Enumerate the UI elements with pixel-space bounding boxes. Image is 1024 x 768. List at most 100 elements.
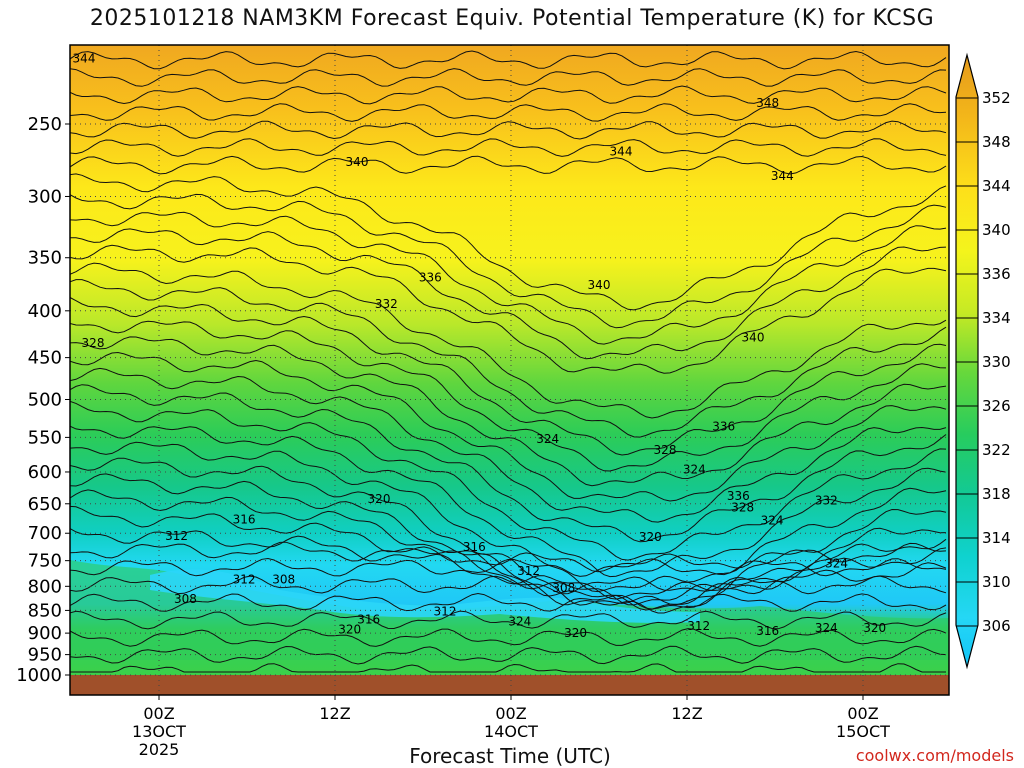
contour-label: 320 <box>639 530 662 544</box>
contour-label: 340 <box>588 278 611 292</box>
x-tick-label: 15OCT <box>836 722 890 741</box>
x-tick-label: 12Z <box>671 704 702 723</box>
x-tick-label: 00Z <box>847 704 878 723</box>
contour-label: 312 <box>165 529 188 543</box>
contour-line <box>70 336 947 487</box>
contour-line <box>70 384 947 543</box>
gridlines <box>70 45 949 695</box>
chart-title: 2025101218 NAM3KM Forecast Equiv. Potent… <box>89 6 935 31</box>
contour-label-text: 332 <box>815 494 838 508</box>
contour-label-text: 312 <box>165 529 188 543</box>
y-tick-label: 950 <box>28 645 62 666</box>
contour-line <box>70 85 947 105</box>
contour-line <box>70 211 947 345</box>
contour-line <box>70 138 947 157</box>
contour-line <box>70 645 947 665</box>
y-tick-label: 650 <box>28 494 62 515</box>
contour-line <box>70 279 947 438</box>
contour-label-text: 320 <box>863 621 886 635</box>
plot-frame <box>69 44 950 696</box>
contour-label: 320 <box>564 626 587 640</box>
y-tick-label: 450 <box>28 348 62 369</box>
contour-label-text: 332 <box>375 297 398 311</box>
contour-lines <box>70 50 947 673</box>
contour-label: 324 <box>683 462 706 476</box>
contour-label-text: 336 <box>727 489 750 503</box>
contour-label: 328 <box>82 336 105 350</box>
contour-label: 316 <box>357 613 380 627</box>
x-tick-label: 14OCT <box>484 722 538 741</box>
contour-label: 332 <box>375 297 398 311</box>
colorbar-label: 318 <box>982 485 1011 503</box>
contour-label-text: 344 <box>771 169 794 183</box>
contour-label: 308 <box>272 572 295 586</box>
theta-e-field <box>70 45 949 695</box>
contour-label-text: 344 <box>73 51 96 65</box>
contour-label: 336 <box>419 271 442 285</box>
contour-line <box>70 473 947 614</box>
contour-line <box>70 663 946 673</box>
x-tick-label: 00Z <box>495 704 526 723</box>
y-tick-label: 350 <box>28 248 62 269</box>
contour-line <box>70 68 947 87</box>
contour-label: 324 <box>761 514 784 528</box>
colorbar-label: 348 <box>982 133 1011 151</box>
contour-label-text: 320 <box>368 492 391 506</box>
contour-label: 316 <box>233 512 256 526</box>
contour-line <box>70 441 947 593</box>
contour-label-text: 340 <box>742 331 765 345</box>
contour-line <box>70 528 947 600</box>
contour-line <box>70 489 947 611</box>
contour-line <box>70 575 947 595</box>
contour-line <box>70 120 947 140</box>
x-tick-label: 2025 <box>139 740 180 759</box>
colorbar-label: 330 <box>982 353 1011 371</box>
contour-line <box>70 425 947 578</box>
y-tick-label: 900 <box>28 623 62 644</box>
contour-label: 336 <box>727 489 750 503</box>
contour-line <box>70 400 947 561</box>
contour-line <box>70 541 947 573</box>
contour-label: 332 <box>815 494 838 508</box>
contour-line <box>70 297 947 456</box>
contour-line <box>70 592 947 612</box>
contour-line <box>70 262 947 419</box>
contour-line <box>70 228 947 360</box>
contour-label-text: 324 <box>683 462 706 476</box>
y-tick-label: 700 <box>28 523 62 544</box>
y-tick-label: 800 <box>28 576 62 597</box>
contour-label-text: 348 <box>756 96 779 110</box>
contour-label-text: 316 <box>233 512 256 526</box>
contour-label-text: 320 <box>564 626 587 640</box>
cold-pool <box>150 569 700 623</box>
contour-label-text: 316 <box>463 540 486 554</box>
contour-label: 320 <box>368 492 391 506</box>
x-tick-label: 13OCT <box>132 722 186 741</box>
contour-label: 348 <box>756 96 779 110</box>
contour-label: 340 <box>742 331 765 345</box>
y-tick-label: 850 <box>28 600 62 621</box>
colorbar-label: 310 <box>982 573 1011 591</box>
contour-label: 344 <box>610 145 633 159</box>
contour-label: 312 <box>517 564 540 578</box>
contour-labels: 3443483443403443363403323403283363243283… <box>73 51 887 640</box>
colorbar-label: 314 <box>982 529 1011 547</box>
contour-line <box>70 244 947 374</box>
contour-line <box>70 367 947 523</box>
contour-label-text: 328 <box>654 443 677 457</box>
x-tick-label: 12Z <box>319 704 350 723</box>
colorbar-label: 322 <box>982 441 1011 459</box>
contour-label-text: 320 <box>639 530 662 544</box>
colorbar: 352 348 344 340 336 334 330 326 322 318 314 310 306 <box>955 52 1011 670</box>
contour-label: 316 <box>463 540 486 554</box>
contour-label: 344 <box>73 51 96 65</box>
y-tick-label: 600 <box>28 462 62 483</box>
colorbar-label: 352 <box>982 89 1011 107</box>
contour-label: 324 <box>536 432 559 446</box>
contour-label-text: 324 <box>761 514 784 528</box>
contour-label: 312 <box>434 604 457 618</box>
colorbar-label: 336 <box>982 265 1011 283</box>
contour-label: 324 <box>508 614 531 628</box>
contour-label-text: 324 <box>508 614 531 628</box>
